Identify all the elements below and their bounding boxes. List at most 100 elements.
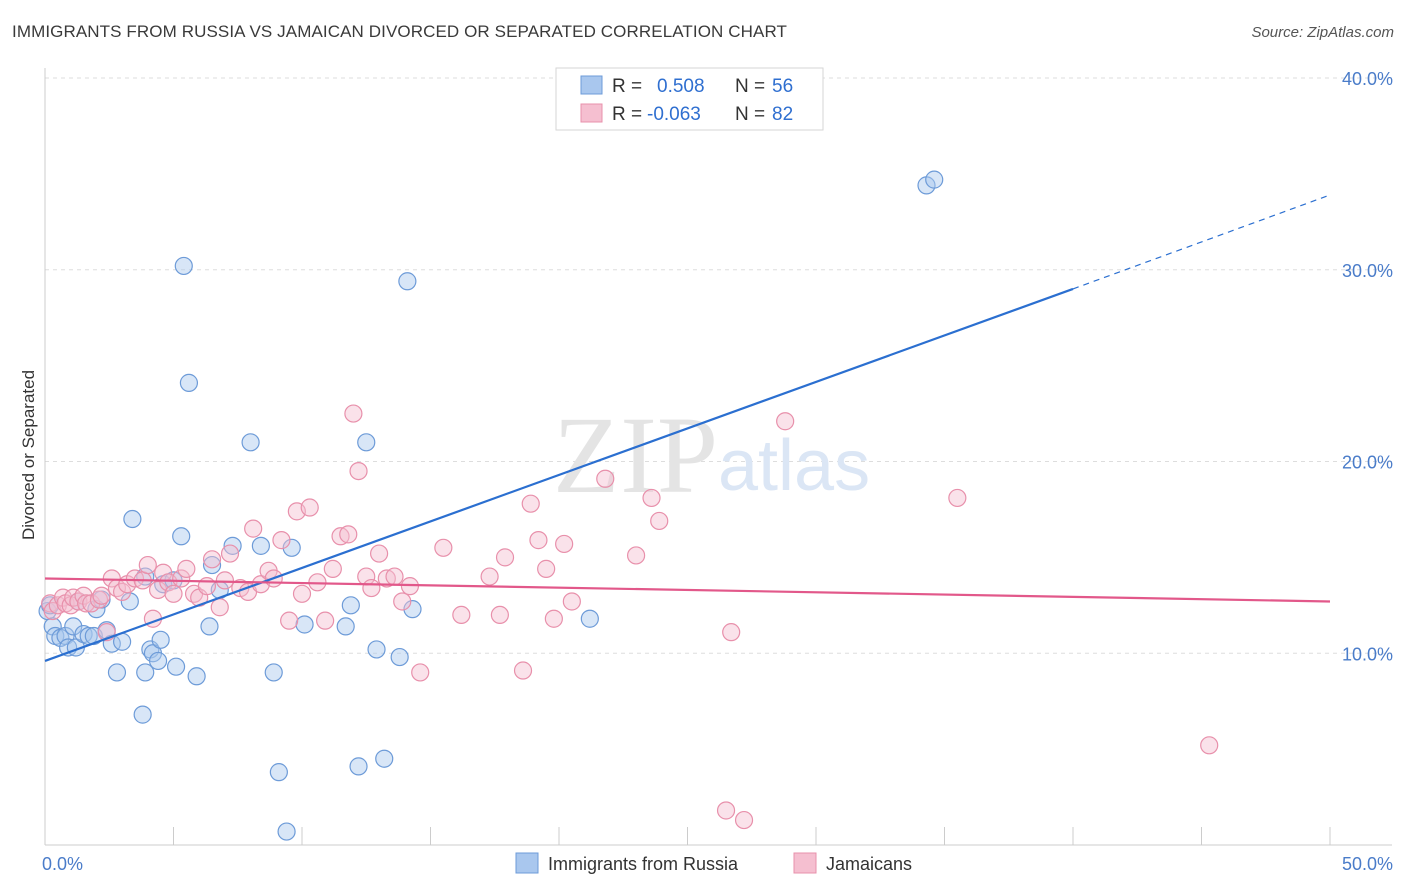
russia-point-22 (136, 663, 155, 682)
russia-point-50 (367, 640, 386, 659)
russia-point-17 (107, 663, 127, 682)
trendlines (44, 194, 1331, 662)
jamaicans-point-70 (544, 609, 563, 628)
russia-point-53 (398, 272, 417, 291)
russia-point-31 (172, 527, 191, 546)
y-tick-label-1: 20.0% (1342, 453, 1393, 473)
jamaicans-point-63 (480, 567, 499, 586)
x-tick-label-1: 50.0% (1342, 854, 1393, 874)
jamaicans-point-42 (280, 611, 299, 630)
russia-point-33 (179, 373, 199, 392)
jamaicans-point-66 (513, 661, 533, 680)
russia-point-40 (251, 536, 270, 555)
trendline-russia (44, 287, 1074, 662)
jamaicans-point-79 (734, 810, 754, 830)
jamaicans-point-64 (490, 605, 509, 625)
russia-point-52 (390, 647, 409, 667)
legend: R = 0.508 N = 56 R = -0.063 N = 82 (555, 67, 824, 131)
jamaicans-point-76 (650, 511, 669, 531)
bottom-legend-label-blue: Immigrants from Russia (548, 854, 739, 874)
bottom-legend-label-pink: Jamaicans (826, 854, 912, 874)
jamaicans-point-51 (344, 404, 363, 423)
y-tick-label-0: 10.0% (1342, 644, 1393, 664)
y-axis-label: Divorced or Separated (19, 370, 38, 540)
russia-point-45 (295, 615, 314, 634)
legend-r-value-pink: -0.063 (647, 104, 701, 125)
jamaicans-point-31 (202, 550, 222, 569)
legend-n-value-blue: 56 (772, 76, 793, 97)
russia-point-20 (123, 509, 142, 529)
jamaicans-point-33 (215, 571, 234, 590)
jamaicans-point-71 (555, 534, 574, 554)
trendline-russia-extension (1072, 194, 1331, 290)
russia-point-42 (269, 763, 288, 782)
russia-point-35 (200, 617, 219, 636)
russia-point-7 (64, 617, 83, 636)
watermark-zip: ZIP (553, 394, 718, 516)
gridlines (45, 77, 1392, 654)
jamaicans-point-12 (92, 586, 111, 605)
legend-swatch-blue (580, 75, 603, 95)
jamaicans-point-73 (596, 469, 615, 488)
chart-source: Source: ZipAtlas.com (1251, 24, 1394, 41)
x-tick-label-0: 0.0% (42, 854, 83, 874)
jamaicans-point-44 (292, 584, 312, 603)
russia-point-27 (151, 630, 170, 649)
russia-point-44 (282, 538, 301, 557)
russia-point-39 (241, 433, 260, 452)
jamaicans-point-67 (521, 494, 540, 513)
jamaicans-point-77 (716, 801, 736, 820)
jamaicans-point-54 (362, 578, 381, 598)
jamaicans-point-32 (210, 598, 229, 617)
legend-n-label-pink: N = (735, 104, 765, 125)
russia-point-32 (174, 256, 193, 276)
jamaicans-point-72 (562, 592, 581, 611)
jamaicans-point-80 (776, 412, 795, 431)
jamaicans-point-52 (349, 461, 368, 481)
jamaicans-point-60 (411, 663, 430, 682)
russia-point-43 (277, 822, 296, 841)
watermark-atlas: atlas (718, 426, 870, 506)
jamaicans-point-25 (164, 584, 183, 603)
legend-n-value-pink: 82 (772, 104, 793, 125)
trendline-jamaicans (44, 577, 1331, 603)
jamaicans-point-62 (452, 605, 471, 625)
russia-point-47 (341, 596, 360, 615)
russia-point-55 (580, 609, 599, 628)
jamaicans-point-82 (1200, 736, 1219, 755)
russia-point-57 (925, 170, 944, 189)
legend-r-label-pink: R = (612, 104, 642, 125)
russia-point-48 (349, 757, 368, 776)
russia-point-49 (357, 433, 376, 452)
tick-labels: 10.0% 20.0% 30.0% 40.0% 0.0% 50.0% (42, 69, 1393, 874)
jamaicans-point-81 (948, 488, 967, 508)
jamaicans-point-27 (177, 559, 196, 578)
russia-point-26 (148, 651, 168, 671)
russia-point-5 (56, 626, 75, 646)
legend-n-label-blue: N = (735, 76, 765, 97)
legend-r-value-blue: 0.508 (657, 76, 705, 97)
jamaicans-point-45 (300, 498, 319, 517)
jamaicans-point-65 (495, 548, 515, 567)
russia-point-54 (403, 600, 422, 619)
bottom-legend-swatch-blue (515, 852, 539, 874)
jamaicans-point-74 (626, 546, 646, 565)
bottom-legend-swatch-pink (793, 852, 817, 874)
jamaicans-point-41 (272, 531, 291, 550)
y-tick-label-3: 40.0% (1342, 69, 1393, 89)
jamaicans-point-48 (323, 559, 342, 578)
jamaicans-point-69 (537, 559, 556, 578)
jamaicans-point-75 (642, 488, 661, 508)
jamaicans-point-58 (393, 592, 412, 611)
jamaicans-point-47 (316, 611, 335, 630)
legend-r-label-blue: R = (612, 76, 642, 97)
jamaicans-point-78 (722, 623, 741, 642)
russia-point-21 (133, 705, 152, 724)
legend-swatch-pink (580, 103, 603, 123)
jamaicans-point-26 (172, 569, 191, 588)
jamaicans-point-20 (138, 555, 157, 575)
jamaicans-point-55 (370, 544, 389, 563)
bottom-legend: Immigrants from Russia Jamaicans (515, 852, 912, 874)
russia-point-51 (375, 749, 394, 768)
